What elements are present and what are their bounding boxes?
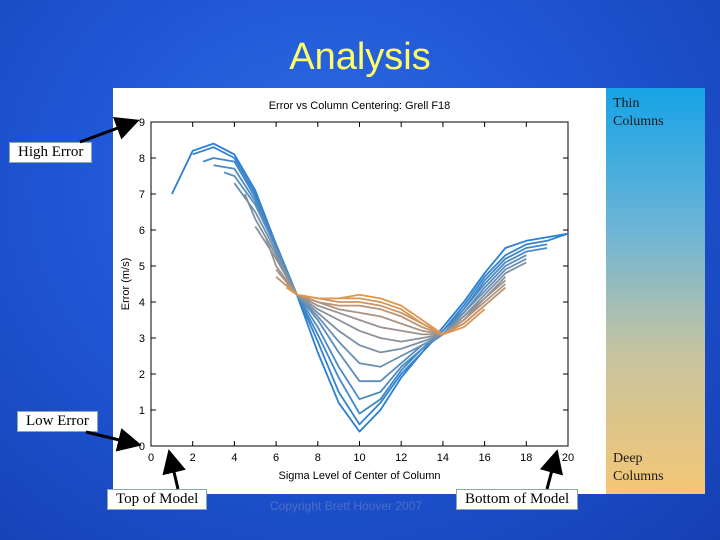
top-of-model-arrow [162, 449, 186, 490]
y-tick-label: 4 [139, 297, 145, 309]
y-tick-label: 8 [139, 153, 145, 165]
slide-title: Analysis [289, 36, 431, 78]
series-line-14 [296, 293, 444, 336]
x-tick-label: 20 [562, 452, 574, 464]
x-tick-label: 6 [273, 452, 279, 464]
thin-columns-line-1: Thin [613, 96, 640, 111]
y-tick-label: 0 [139, 441, 145, 453]
high-error-callout: High Error [9, 142, 93, 163]
x-tick-label: 14 [437, 452, 449, 464]
y-tick-label: 7 [139, 189, 145, 201]
high-error-arrow [79, 116, 140, 144]
x-tick-label: 18 [520, 452, 532, 464]
copyright-text: Copyright Brett Hoover 2007 [270, 499, 423, 513]
chart-title: Error vs Column Centering: Grell F18 [269, 100, 451, 112]
x-axis-label: Sigma Level of Center of Column [278, 470, 440, 482]
chart-series [171, 142, 569, 433]
low-error-callout: Low Error [17, 411, 98, 432]
y-tick-label: 3 [139, 333, 145, 345]
thin-columns-line-2: Columns [613, 114, 664, 129]
column-depth-gradient [606, 88, 705, 494]
y-axis-label: Error (m/s) [120, 258, 132, 311]
chart-axes [150, 121, 569, 447]
y-tick-label: 6 [139, 225, 145, 237]
x-tick-label: 16 [478, 452, 490, 464]
low-error-arrow [85, 428, 142, 452]
x-tick-label: 10 [353, 452, 365, 464]
x-tick-label: 0 [148, 452, 154, 464]
bottom-of-model-arrow [539, 449, 563, 490]
x-tick-label: 4 [231, 452, 237, 464]
bottom-of-model-callout: Bottom of Model [456, 489, 579, 510]
x-tick-label: 2 [190, 452, 196, 464]
series-line-3 [202, 157, 548, 415]
y-tick-label: 9 [139, 117, 145, 129]
y-tick-label: 5 [139, 261, 145, 273]
x-tick-label: 12 [395, 452, 407, 464]
series-line-7 [243, 193, 527, 354]
series-line-2 [192, 146, 569, 426]
series-line-5 [223, 171, 527, 383]
thin-columns-note: Thin Columns [613, 95, 664, 131]
y-tick-label: 1 [139, 405, 145, 417]
deep-columns-line-1: Deep [613, 451, 643, 466]
deep-columns-note: Deep Columns [613, 450, 664, 486]
top-of-model-callout: Top of Model [107, 489, 208, 510]
y-tick-label: 2 [139, 369, 145, 381]
x-tick-label: 8 [315, 452, 321, 464]
deep-columns-line-2: Columns [613, 469, 664, 484]
series-line-6 [233, 182, 527, 368]
series-line-1 [171, 142, 569, 433]
